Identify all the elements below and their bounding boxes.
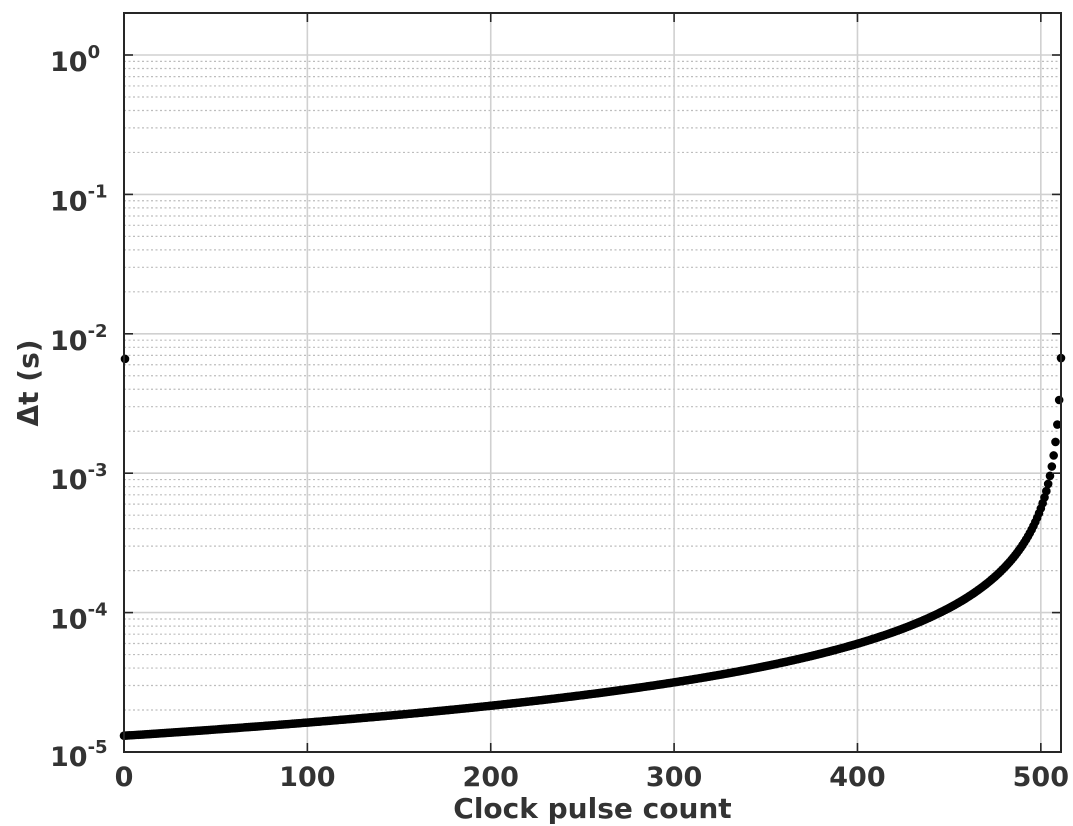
plot-frame (123, 12, 1062, 753)
y-tick-label: 10-3 (50, 460, 108, 496)
y-tick-label: 10-5 (50, 737, 108, 773)
data-point (1053, 420, 1062, 429)
x-tick-label: 300 (646, 762, 702, 793)
y-axis-title: Δt (s) (12, 339, 45, 426)
x-tick-label: 500 (1013, 762, 1069, 793)
tick-marks (123, 13, 1061, 753)
data-point (1051, 437, 1060, 447)
data-point (1042, 486, 1051, 496)
y-tick-label: 10-1 (50, 181, 108, 217)
x-tick-label: 200 (463, 762, 519, 793)
data-points (119, 353, 1066, 741)
y-tick-label: 10-2 (50, 321, 108, 357)
data-point (1054, 395, 1064, 405)
plot-area (124, 13, 1061, 752)
data-point (1047, 462, 1057, 471)
x-axis-title: Clock pulse count (453, 792, 731, 825)
x-tick-label: 100 (279, 762, 335, 793)
x-tick-label: 0 (115, 762, 134, 793)
y-tick-label: 10-4 (50, 600, 108, 636)
data-point (1043, 479, 1053, 489)
data-point (1049, 451, 1058, 460)
x-tick-label: 400 (829, 762, 885, 793)
y-tick-label: 100 (50, 42, 100, 78)
